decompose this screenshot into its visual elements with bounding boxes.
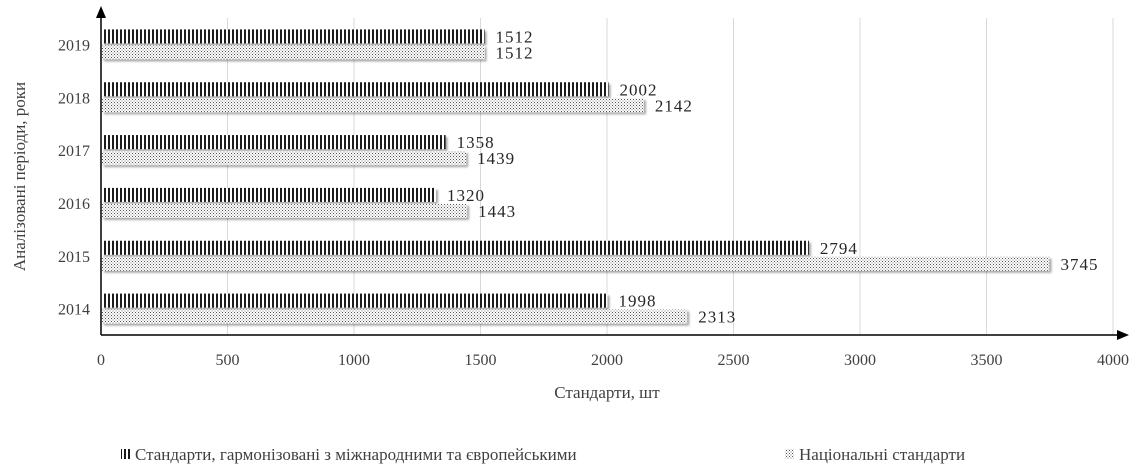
bar-national-2019: [102, 45, 485, 60]
legend-label-harmonized: Стандарти, гармонізовані з міжнародними …: [135, 445, 577, 464]
bar-national-2014: [102, 309, 688, 324]
bar-national-2018: [102, 98, 644, 113]
data-label: 3745: [1060, 255, 1098, 274]
labels: 0 500 1000 1500 2000 2500 3000 3500 4000 1998 2313…: [58, 27, 1129, 369]
x-tick-label: 1500: [465, 352, 497, 369]
x-tick-label: 3000: [844, 352, 876, 369]
y-tick-label: 2015: [58, 249, 90, 266]
bars: [102, 29, 1050, 324]
axes: [96, 6, 1129, 340]
data-label: 2794: [820, 239, 858, 258]
bar-national-2016: [102, 203, 468, 218]
x-tick-label: 4000: [1097, 352, 1129, 369]
legend: Стандарти, гармонізовані з міжнародними …: [121, 445, 965, 464]
bar-national-2015: [102, 256, 1050, 271]
bar-national-2017: [102, 151, 467, 166]
x-axis-title: Стандарти, шт: [554, 383, 660, 402]
x-tick-label: 0: [97, 352, 105, 369]
data-label: 1443: [478, 202, 516, 221]
bar-harmonized-2015: [102, 240, 809, 255]
y-tick-label: 2016: [58, 196, 90, 213]
bar-harmonized-2017: [102, 135, 446, 150]
data-label: 2142: [655, 96, 693, 115]
bar-harmonized-2016: [102, 187, 436, 202]
x-tick-label: 2500: [718, 352, 750, 369]
y-tick-label: 2014: [58, 302, 90, 319]
bar-harmonized-2014: [102, 293, 608, 308]
x-axis-arrow: [1117, 330, 1129, 340]
data-label: 1512: [496, 43, 534, 62]
bar-harmonized-2018: [102, 82, 609, 97]
y-tick-label: 2019: [58, 37, 90, 54]
data-label: 1439: [477, 149, 515, 168]
data-label: 1998: [618, 292, 656, 311]
data-label: 1512: [496, 27, 534, 46]
data-label: 1358: [457, 133, 495, 152]
legend-swatch-national: [785, 449, 794, 459]
legend-swatch-harmonized: [121, 449, 130, 459]
data-label: 2002: [620, 80, 658, 99]
gridlines: [227, 18, 1114, 335]
x-tick-label: 500: [216, 352, 240, 369]
x-tick-label: 1000: [338, 352, 370, 369]
y-axis-arrow: [96, 6, 106, 18]
y-tick-label: 2017: [58, 143, 90, 160]
y-axis-title: Аналізовані періоди, роки: [10, 82, 29, 271]
legend-label-national: Національні стандарти: [799, 445, 965, 464]
bar-harmonized-2019: [102, 29, 485, 44]
x-tick-label: 3500: [971, 352, 1003, 369]
data-label: 2313: [698, 308, 736, 327]
x-tick-label: 2000: [591, 352, 623, 369]
data-label: 1320: [447, 186, 485, 205]
y-tick-label: 2018: [58, 90, 90, 107]
